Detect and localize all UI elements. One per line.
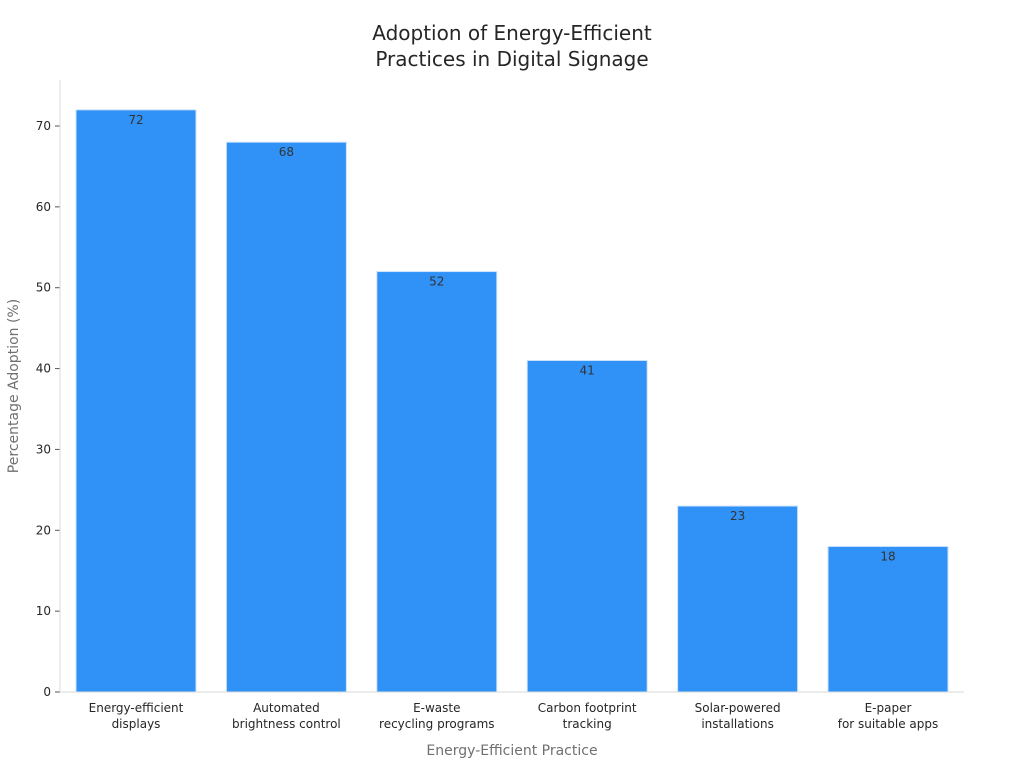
bar-2 <box>376 271 498 693</box>
y-tick-label-6: 60 <box>36 200 51 214</box>
y-tick-label-1: 10 <box>36 604 51 618</box>
bar-value-label-1: 68 <box>279 145 294 159</box>
bar-value-label-4: 23 <box>730 509 745 523</box>
x-tick-label-3-0: Carbon footprint <box>538 701 637 715</box>
bar-4 <box>677 505 799 693</box>
bar-3 <box>526 359 648 693</box>
x-tick-label-3-1: tracking <box>563 717 612 731</box>
x-tick-label-2-1: recycling programs <box>379 717 495 731</box>
x-tick-label-2-0: E-waste <box>413 701 460 715</box>
x-tick-label-1-1: brightness control <box>232 717 341 731</box>
bar-value-label-3: 41 <box>580 363 595 377</box>
y-tick-label-0: 0 <box>43 685 51 699</box>
bars-group: 72 68 52 41 23 18 <box>75 109 949 693</box>
x-tick-label-0-0: Energy-efficient <box>89 701 184 715</box>
x-tick-label-1-0: Automated <box>253 701 320 715</box>
x-tick-label-4-1: installations <box>701 717 774 731</box>
y-axis-ticks: 0 10 20 30 40 50 60 70 <box>36 119 60 699</box>
x-tick-label-4-0: Solar-powered <box>695 701 781 715</box>
bar-0 <box>75 109 197 693</box>
y-tick-label-3: 30 <box>36 442 51 456</box>
bar-5 <box>827 545 949 693</box>
bar-1 <box>225 141 347 693</box>
x-axis-ticks: Energy-efficient displays Automated brightn… <box>89 701 939 731</box>
chart-title-line-2: Practices in Digital Signage <box>375 47 648 71</box>
y-tick-label-5: 50 <box>36 281 51 295</box>
y-tick-label-7: 70 <box>36 119 51 133</box>
bar-value-label-0: 72 <box>128 113 143 127</box>
x-tick-label-5-0: E-paper <box>865 701 912 715</box>
bar-value-label-5: 18 <box>880 549 895 563</box>
y-tick-label-4: 40 <box>36 362 51 376</box>
x-tick-label-5-1: for suitable apps <box>838 717 939 731</box>
y-tick-label-2: 20 <box>36 523 51 537</box>
y-axis-title: Percentage Adoption (%) <box>6 299 22 473</box>
x-tick-label-0-1: displays <box>112 717 161 731</box>
x-axis-title: Energy-Efficient Practice <box>426 743 597 759</box>
chart-title-line-1: Adoption of Energy-Efficient <box>372 21 652 45</box>
bar-value-label-2: 52 <box>429 275 444 289</box>
